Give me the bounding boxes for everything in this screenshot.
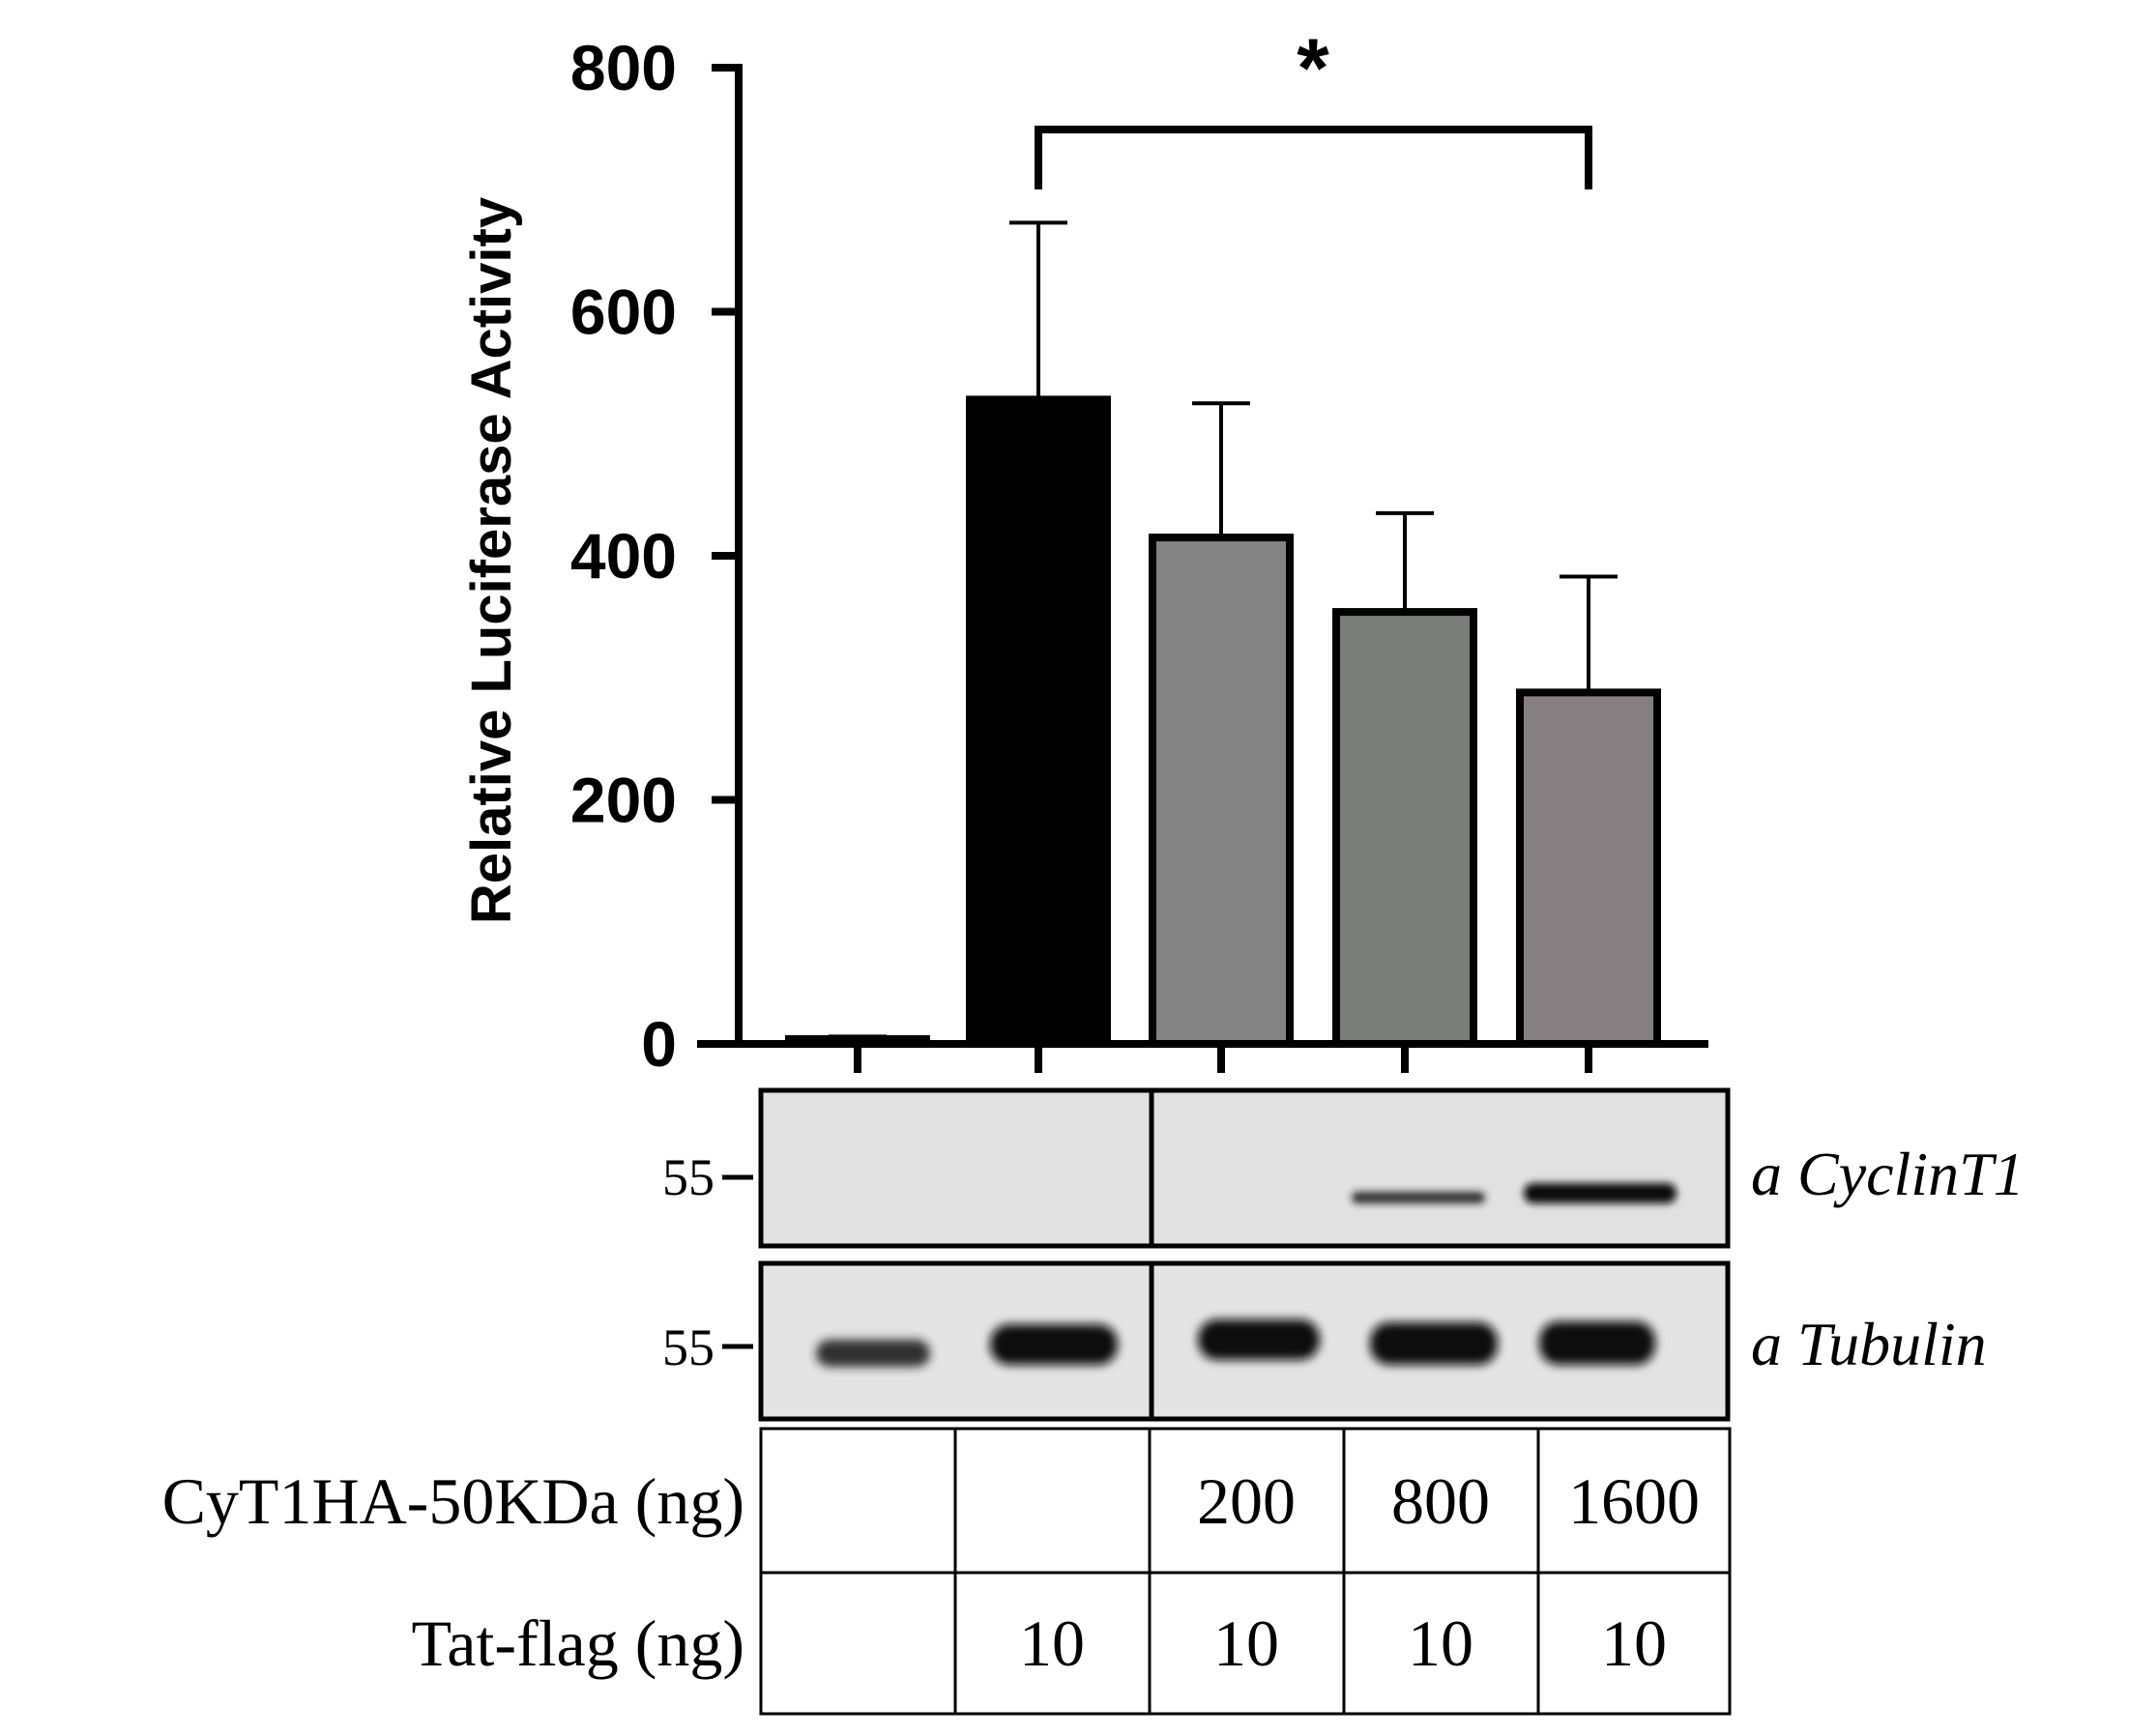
- bar: [966, 395, 1111, 1048]
- condition-row-label: CyT1HA-50KDa (ng): [162, 1464, 744, 1538]
- condition-cell: 10: [1408, 1606, 1473, 1680]
- blot-panel-cyclint1-background: [758, 1087, 1731, 1249]
- antibody-label-cyclint1: a CyclinT1: [1751, 1140, 2025, 1208]
- y-tick-label: 400: [570, 520, 677, 592]
- blot-band-lane5-tubulin: [1539, 1321, 1655, 1365]
- blot-band-lane4: [1352, 1192, 1485, 1203]
- condition-cell: 1600: [1568, 1464, 1700, 1538]
- western-blot: 55 a CyclinT1 55 a Tubulin: [662, 1087, 2025, 1422]
- bar: [1149, 534, 1294, 1048]
- y-ticks: 0 200 400 600 800: [570, 32, 739, 1080]
- marker-label-cyclint1: 55: [662, 1148, 715, 1206]
- blot-band-lane2: [990, 1324, 1118, 1365]
- blot-band-lane4-tubulin: [1370, 1322, 1498, 1365]
- blot-band-lane1: [816, 1340, 930, 1367]
- y-tick-label: 200: [570, 765, 677, 836]
- bar: [1516, 688, 1661, 1049]
- y-tick-label: 0: [641, 1008, 677, 1080]
- condition-cell: 10: [1213, 1606, 1279, 1680]
- marker-label-tubulin: 55: [662, 1318, 715, 1376]
- significance-bracket: *: [1035, 22, 1592, 189]
- blot-panel-cyclint1: 55 a CyclinT1: [662, 1087, 2025, 1249]
- bars: [785, 220, 1661, 1049]
- bar: [1332, 608, 1477, 1048]
- condition-table: CyT1HA-50KDa (ng) Tat-flag (ng) 200 800 …: [162, 1427, 1732, 1716]
- blot-band-lane5: [1524, 1183, 1677, 1203]
- condition-row-label: Tat-flag (ng): [411, 1606, 744, 1680]
- significance-bracket-line: [1035, 126, 1592, 189]
- condition-cell: 10: [1601, 1606, 1667, 1680]
- significance-star: *: [1297, 22, 1329, 115]
- antibody-label-tubulin: a Tubulin: [1751, 1310, 1987, 1378]
- x-ticks: [854, 1044, 1592, 1073]
- blot-band-lane3: [1198, 1319, 1320, 1360]
- condition-cell: 200: [1197, 1464, 1296, 1538]
- blot-panel-tubulin: 55 a Tubulin: [662, 1260, 1987, 1422]
- condition-cell: 800: [1391, 1464, 1490, 1538]
- y-axis-label: Relative Luciferase Activity: [460, 197, 523, 924]
- y-tick-label: 800: [570, 32, 677, 103]
- y-tick-label: 600: [570, 276, 677, 348]
- condition-cell: 10: [1019, 1606, 1085, 1680]
- bar-chart: Relative Luciferase Activity 0 200 400 600 8…: [460, 22, 1708, 1080]
